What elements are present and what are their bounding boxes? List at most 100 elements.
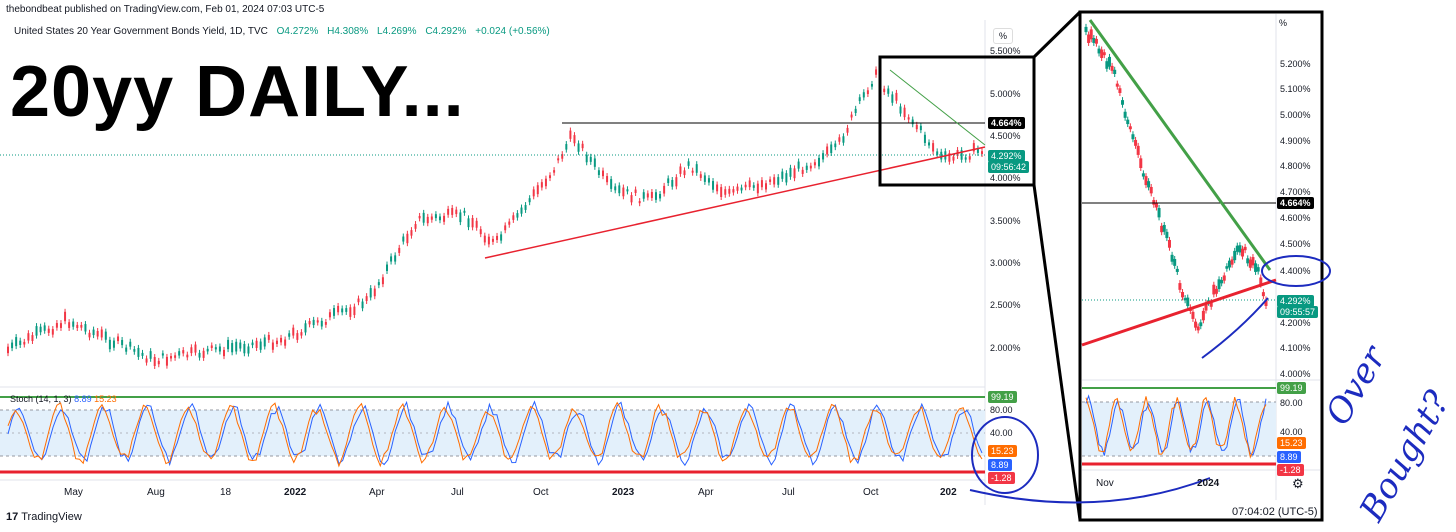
candle — [149, 351, 152, 359]
candle — [630, 195, 633, 203]
candle — [842, 136, 845, 143]
candle — [716, 184, 719, 192]
candle — [438, 216, 441, 221]
candle — [883, 88, 886, 93]
candle — [1089, 29, 1093, 40]
candle — [805, 165, 808, 170]
candle — [443, 215, 446, 222]
inset-y-label: 4.000% — [1280, 369, 1311, 379]
stoch-d-tag: 15.23 — [988, 445, 1017, 457]
candle — [365, 296, 368, 301]
candle — [292, 327, 295, 336]
candle — [928, 142, 931, 146]
inset-y-label: 5.200% — [1280, 59, 1311, 69]
candle — [801, 169, 804, 174]
time-label: 18 — [220, 487, 232, 498]
inset-percent-label: % — [1279, 18, 1288, 28]
candle — [1264, 299, 1268, 306]
candle — [785, 173, 788, 183]
candle — [638, 201, 641, 204]
inset-level-tag: 4.664% — [1277, 197, 1314, 209]
candle — [1201, 310, 1205, 321]
candle — [1105, 61, 1109, 69]
candle — [626, 189, 629, 192]
candle — [1139, 158, 1143, 169]
candle — [875, 69, 878, 75]
candle — [1141, 173, 1145, 177]
time-label: 2022 — [284, 487, 307, 498]
candle — [667, 178, 670, 184]
y-label: 4.500% — [990, 131, 1021, 141]
tradingview-logo[interactable]: 17 TradingView — [6, 511, 82, 523]
candle — [1243, 246, 1247, 251]
candle — [92, 329, 95, 336]
candle — [426, 216, 429, 224]
candle — [1084, 26, 1088, 33]
candle — [483, 235, 486, 243]
candle — [728, 188, 731, 194]
candle — [402, 236, 405, 242]
candle — [1261, 292, 1265, 297]
candle — [960, 150, 963, 160]
candle — [145, 358, 148, 363]
candle — [1227, 260, 1231, 268]
candle — [557, 158, 560, 161]
candle — [577, 143, 580, 152]
candle — [740, 187, 743, 191]
inset-last-price-tag: 4.292% — [1277, 295, 1314, 307]
candle — [487, 236, 490, 245]
inset-time-label: 2024 — [1197, 478, 1220, 489]
stoch-legend[interactable]: Stoch (14, 1, 3) 8.89 15.23 — [10, 394, 117, 404]
candle — [907, 117, 910, 120]
candle — [683, 170, 686, 176]
candle — [822, 153, 825, 160]
candle — [190, 347, 193, 354]
candle — [182, 350, 185, 354]
candle — [300, 332, 303, 336]
candle — [194, 344, 197, 353]
candle — [373, 288, 376, 297]
candle — [398, 247, 401, 253]
candle — [932, 143, 935, 152]
candle — [948, 153, 951, 162]
candle — [418, 215, 421, 219]
inset-y-label: 4.600% — [1280, 213, 1311, 223]
stoch-name: Stoch (14, 1, 3) — [10, 394, 72, 404]
candle — [1238, 245, 1242, 253]
candle — [214, 347, 217, 350]
symbol-name[interactable]: United States 20 Year Government Bonds Y… — [14, 26, 268, 37]
candle — [31, 335, 34, 342]
candle — [813, 162, 816, 166]
candle — [744, 184, 747, 188]
candle — [659, 194, 662, 199]
candle — [1220, 280, 1224, 284]
stoch-k-tag: 8.89 — [988, 459, 1012, 471]
candle — [316, 320, 319, 323]
candle — [72, 321, 75, 327]
candle — [789, 167, 792, 177]
candle — [817, 157, 820, 167]
candle — [1209, 302, 1213, 307]
candle — [100, 329, 103, 338]
candle — [1134, 139, 1138, 146]
candle — [218, 346, 221, 352]
percent-scale-button[interactable]: % — [993, 28, 1014, 44]
candle — [259, 341, 262, 350]
candle — [1147, 181, 1151, 188]
main-stoch-lines — [7, 400, 983, 468]
candle — [549, 175, 552, 179]
inset-y-label: 4.400% — [1280, 266, 1311, 276]
candle — [1235, 245, 1239, 252]
time-label: Jul — [782, 487, 795, 498]
settings-gear-icon[interactable]: ⚙ — [1292, 476, 1304, 491]
candle — [765, 183, 768, 190]
candle — [846, 127, 849, 133]
candle — [569, 130, 572, 139]
candle — [27, 333, 30, 341]
y-label: 3.000% — [990, 258, 1021, 268]
candle — [593, 158, 596, 167]
candle — [471, 218, 474, 228]
candle — [748, 180, 751, 188]
candle — [540, 182, 543, 188]
candle — [1173, 258, 1177, 266]
